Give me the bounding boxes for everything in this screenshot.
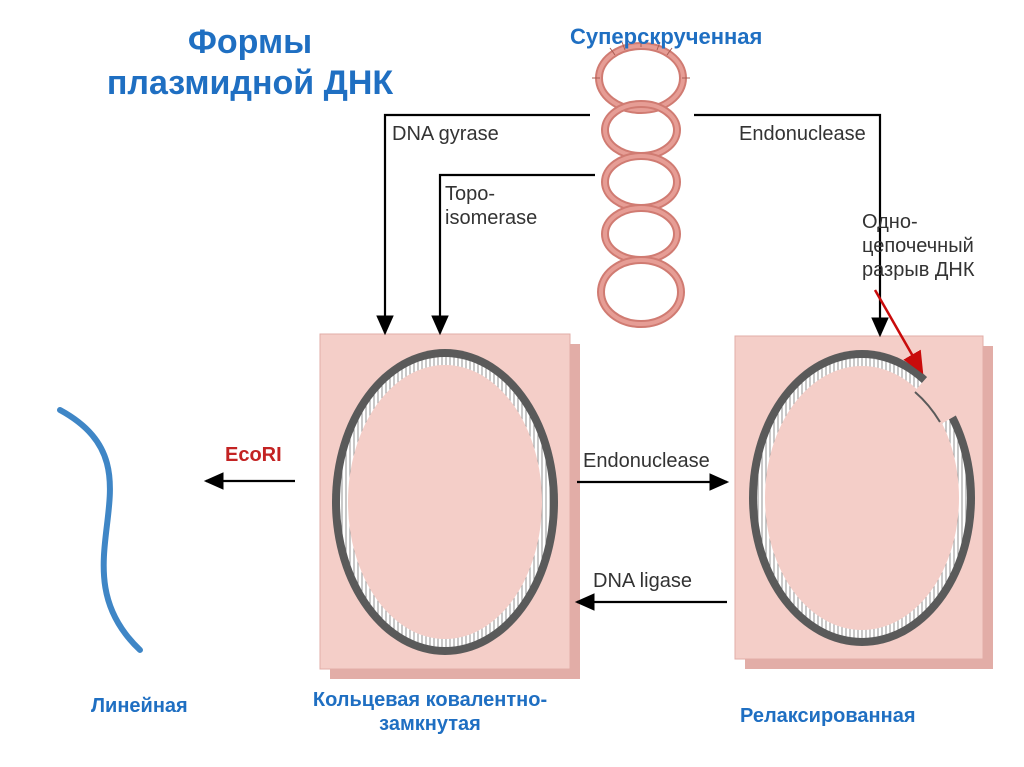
label-single-strand-break: Одно- цепочечный разрыв ДНК — [862, 210, 975, 282]
label-linear: Линейная — [91, 694, 188, 718]
label-ccc: Кольцевая ковалентно- замкнутая — [300, 688, 560, 736]
label-endonuclease-mid: Endonuclease — [583, 449, 710, 473]
label-topoisomerase: Topo- isomerase — [445, 182, 537, 230]
label-endonuclease-top: Endonuclease — [739, 122, 866, 146]
label-relaxed: Релаксированная — [740, 704, 916, 728]
supercoiled-dna — [592, 39, 690, 324]
label-ecori: EcoRI — [225, 443, 282, 467]
relaxed-box — [735, 336, 993, 669]
label-dna-gyrase: DNA gyrase — [392, 122, 499, 146]
label-supercoiled: Суперскрученная — [570, 24, 762, 50]
linear-dna — [60, 410, 140, 650]
label-dna-ligase: DNA ligase — [593, 569, 692, 593]
diagram-canvas — [0, 0, 1024, 767]
ccc-box — [320, 334, 580, 679]
main-title: Формы плазмидной ДНК — [95, 22, 405, 104]
